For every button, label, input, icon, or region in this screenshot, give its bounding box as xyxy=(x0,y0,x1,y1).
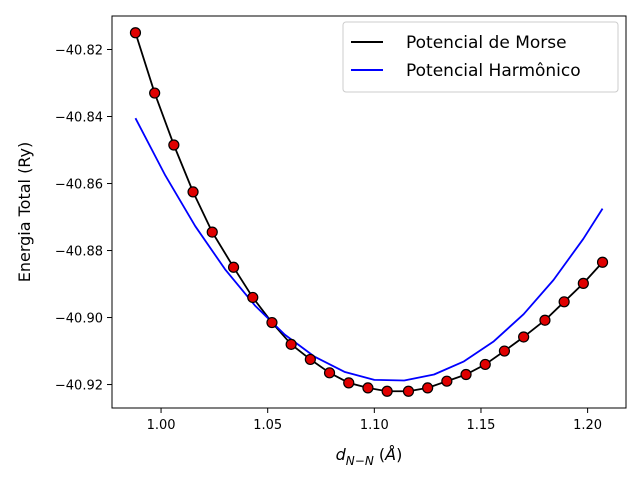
data-point xyxy=(129,27,142,39)
x-tick-label: 1.05 xyxy=(253,418,282,433)
data-point xyxy=(285,338,297,350)
plot-layer xyxy=(129,27,609,397)
data-point xyxy=(247,291,259,304)
series-line-1 xyxy=(134,117,604,382)
data-point xyxy=(558,296,570,308)
plot-frame xyxy=(111,15,627,409)
legend-box xyxy=(342,21,619,93)
y-tick-label: −40.82 xyxy=(55,44,103,59)
data-point xyxy=(187,186,199,198)
data-point xyxy=(343,377,355,389)
x-tick-label: 1.00 xyxy=(147,418,176,433)
data-point xyxy=(381,385,393,397)
x-tick-label: 1.20 xyxy=(573,418,602,433)
y-axis-title: Energia Total (Ry) xyxy=(15,142,34,283)
data-point xyxy=(479,358,491,371)
legend-label: Potencial de Morse xyxy=(406,33,567,53)
data-point xyxy=(304,353,316,366)
data-point xyxy=(266,316,278,329)
x-tick-label: 1.10 xyxy=(360,418,389,433)
y-tick-label: −40.90 xyxy=(55,312,103,327)
y-tick-label: −40.88 xyxy=(55,245,103,260)
y-tick-label: −40.86 xyxy=(55,178,103,193)
data-point xyxy=(227,261,240,273)
x-axis-title: dN−N (Å) xyxy=(336,445,403,468)
data-point xyxy=(422,382,434,394)
data-point xyxy=(518,331,530,343)
legend: Potencial de Morse Potencial Harmônico xyxy=(342,21,619,93)
legend-label: Potencial Harmônico xyxy=(406,61,581,81)
data-point xyxy=(539,314,551,326)
data-point xyxy=(402,385,415,397)
data-point xyxy=(498,345,511,357)
data-point xyxy=(168,139,180,151)
data-point xyxy=(206,226,218,238)
data-point xyxy=(323,367,336,379)
y-tick-label: −40.92 xyxy=(55,379,103,394)
data-point xyxy=(460,368,472,381)
data-point xyxy=(596,256,609,268)
x-tick-label: 1.15 xyxy=(466,418,495,433)
data-point xyxy=(441,375,453,387)
tick-layer: 1.00 1.05 1.10 1.15 1.20 −40.82 −40.84 −40.86 −4… xyxy=(55,44,602,433)
data-point xyxy=(362,382,374,394)
data-point xyxy=(149,87,161,99)
data-point xyxy=(577,277,589,289)
y-tick-label: −40.84 xyxy=(55,111,103,126)
